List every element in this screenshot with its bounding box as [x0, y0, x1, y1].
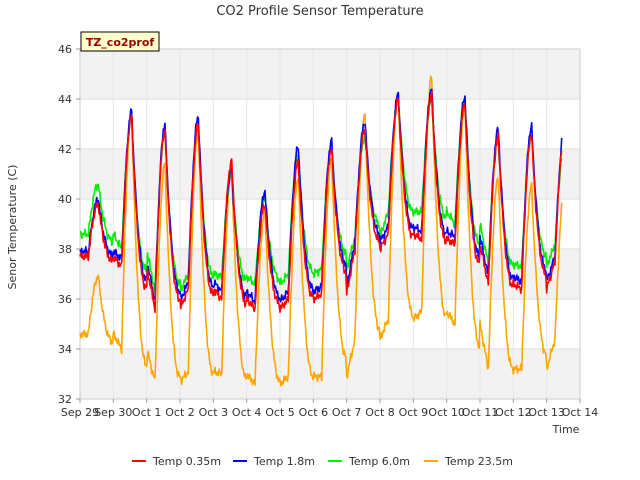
x-tick-label: Sep 29 — [61, 406, 99, 419]
legend-label: Temp 0.35m — [152, 455, 221, 468]
legend: Temp 0.35m Temp 1.8m Temp 6.0m Temp 23.5m — [132, 455, 513, 468]
legend-label: Temp 1.8m — [253, 455, 315, 468]
x-tick-label: Oct 13 — [528, 406, 565, 419]
series-line-temp-23-5m — [79, 75, 563, 387]
x-tick-label: Oct 3 — [199, 406, 229, 419]
y-tick-label: 46 — [58, 43, 72, 56]
x-tick-label: Oct 12 — [495, 406, 532, 419]
station-label: TZ_co2prof — [86, 36, 155, 49]
plot-band — [80, 49, 580, 99]
x-tick-label: Oct 11 — [462, 406, 499, 419]
y-tick-label: 32 — [58, 393, 72, 406]
plot-band — [80, 349, 580, 399]
y-tick-label: 42 — [58, 143, 72, 156]
x-tick-label: Oct 5 — [265, 406, 295, 419]
x-tick-label: Oct 2 — [165, 406, 195, 419]
series-line-temp-0-35m — [79, 90, 563, 314]
y-tick-label: 34 — [58, 343, 72, 356]
y-tick-label: 36 — [58, 293, 72, 306]
x-tick-label: Oct 9 — [399, 406, 429, 419]
series-layer — [79, 75, 563, 387]
y-axis-ticks: 32 34 36 38 40 42 44 46 — [58, 43, 80, 406]
x-tick-label: Oct 8 — [365, 406, 395, 419]
y-tick-label: 44 — [58, 93, 72, 106]
y-tick-label: 40 — [58, 193, 72, 206]
station-label-box: TZ_co2prof — [80, 31, 160, 52]
x-tick-label: Oct 7 — [332, 406, 362, 419]
x-tick-label: Oct 6 — [299, 406, 329, 419]
legend-label: Temp 23.5m — [444, 455, 513, 468]
plot-band — [80, 249, 580, 299]
chart-title: CO2 Profile Sensor Temperature — [216, 4, 423, 19]
plot-frame — [79, 48, 581, 400]
y-tick-label: 38 — [58, 243, 72, 256]
x-tick-label: Oct 1 — [132, 406, 162, 419]
y-axis-label: Senor Temperature (C) — [6, 165, 19, 290]
x-tick-label: Oct 14 — [562, 406, 599, 419]
x-tick-label: Oct 10 — [428, 406, 465, 419]
x-axis-label: Time — [552, 423, 580, 436]
legend-label: Temp 6.0m — [348, 455, 410, 468]
x-tick-label: Sep 30 — [94, 406, 132, 419]
x-tick-label: Oct 4 — [232, 406, 262, 419]
